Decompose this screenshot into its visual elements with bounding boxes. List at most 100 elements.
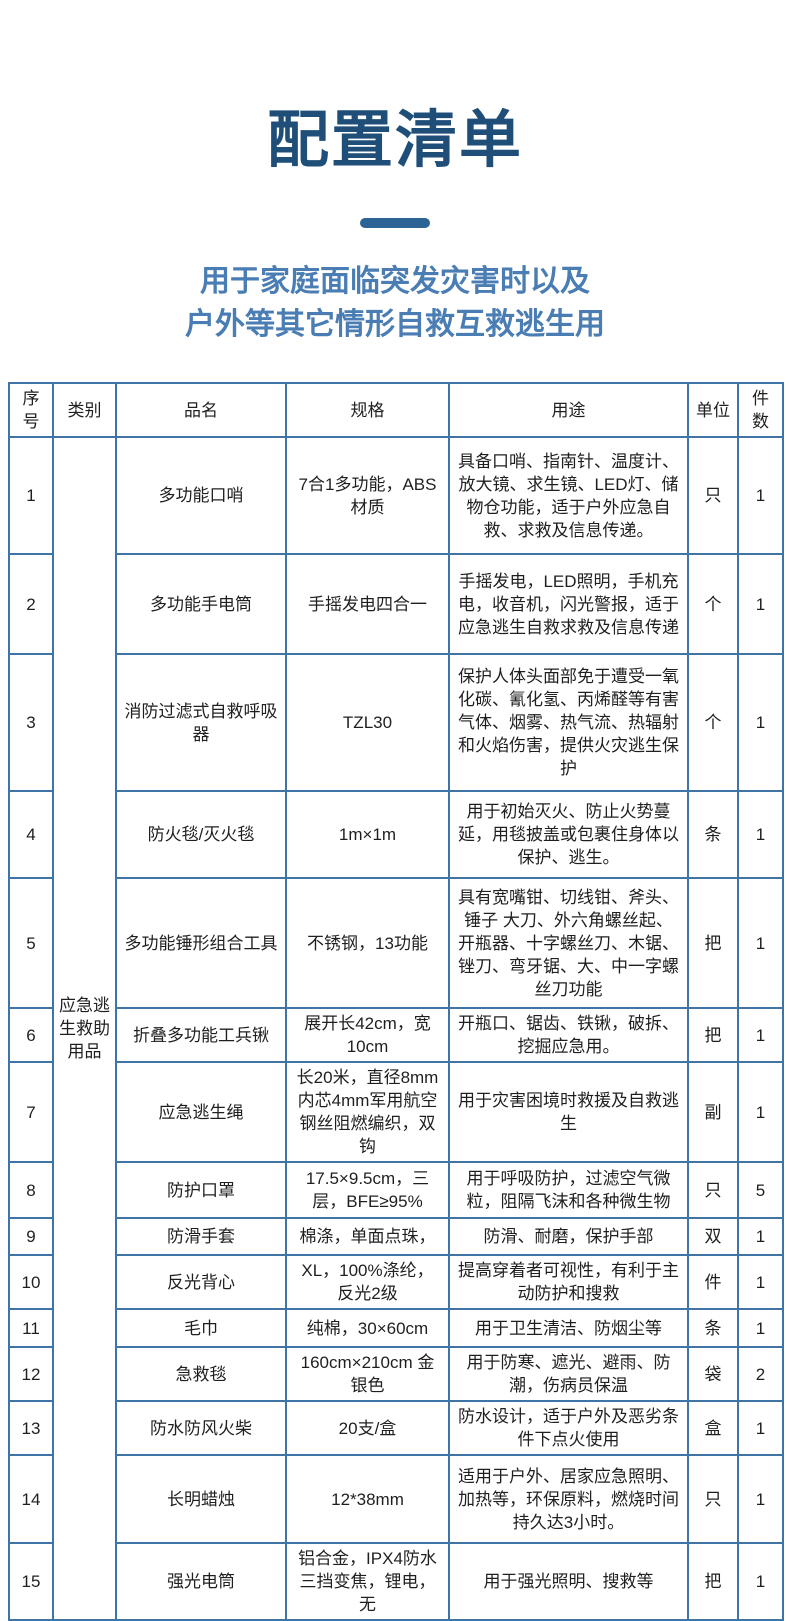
- cell-spec: 棉涤，单面点珠，: [285, 1217, 450, 1256]
- cell-usage: 防滑、耐磨，保护手部: [448, 1217, 689, 1256]
- cell-index: 15: [8, 1542, 54, 1621]
- page-header: 配置清单 用于家庭面临突发灾害时以及 户外等其它情形自救互救逃生用: [0, 0, 790, 346]
- cell-spec: 160cm×210cm 金银色: [285, 1346, 450, 1402]
- cell-spec: 12*38mm: [285, 1454, 450, 1544]
- cell-index: 6: [8, 1007, 54, 1063]
- cell-product-name: 急救毯: [115, 1346, 287, 1402]
- table-row: 4 防火毯/灭火毯 1m×1m 用于初始灭火、防止火势蔓延，用毯披盖或包裹住身体…: [8, 790, 784, 879]
- cell-product-name: 多功能口哨: [115, 436, 287, 555]
- table-row: 14 长明蜡烛 12*38mm 适用于户外、居家应急照明、加热等，环保原料，燃烧…: [8, 1454, 784, 1544]
- cell-unit: 件: [687, 1254, 739, 1310]
- cell-index: 8: [8, 1161, 54, 1219]
- cell-spec: 7合1多功能，ABS材质: [285, 436, 450, 555]
- cell-spec: 展开长42cm，宽10cm: [285, 1007, 450, 1063]
- cell-product-name: 长明蜡烛: [115, 1454, 287, 1544]
- cell-spec: XL，100%涤纶，反光2级: [285, 1254, 450, 1310]
- cell-spec: 纯棉，30×60cm: [285, 1308, 450, 1348]
- cell-unit: 双: [687, 1217, 739, 1256]
- cell-quantity: 1: [737, 1217, 784, 1256]
- header-row: 序号 类别 品名 规格 用途 单位 件数: [8, 382, 784, 438]
- table-row: 9 防滑手套 棉涤，单面点珠， 防滑、耐磨，保护手部 双 1: [8, 1217, 784, 1256]
- cell-quantity: 5: [737, 1161, 784, 1219]
- cell-usage: 用于防寒、遮光、避雨、防潮，伤病员保温: [448, 1346, 689, 1402]
- cell-usage: 开瓶口、锯齿、铁锹，破拆、挖掘应急用。: [448, 1007, 689, 1063]
- table-row: 3 消防过滤式自救呼吸器 TZL30 保护人体头面部免于遭受一氧化碳、氰化氢、丙…: [8, 653, 784, 792]
- table-row: 8 防护口罩 17.5×9.5cm，三层，BFE≥95% 用于呼吸防护，过滤空气…: [8, 1161, 784, 1219]
- cell-index: 4: [8, 790, 54, 879]
- cell-quantity: 1: [737, 1308, 784, 1348]
- cell-quantity: 1: [737, 1454, 784, 1544]
- cell-unit: 条: [687, 790, 739, 879]
- category-merged-cell: 应急逃生救助用品: [52, 436, 117, 1621]
- cell-quantity: 1: [737, 1542, 784, 1621]
- table-row: 6 折叠多功能工兵锹 展开长42cm，宽10cm 开瓶口、锯齿、铁锹，破拆、挖掘…: [8, 1007, 784, 1063]
- cell-usage: 用于呼吸防护，过滤空气微粒，阻隔飞沫和各种微生物: [448, 1161, 689, 1219]
- cell-usage: 用于灾害困境时救援及自救逃生: [448, 1061, 689, 1163]
- cell-product-name: 多功能锤形组合工具: [115, 877, 287, 1009]
- cell-index: 5: [8, 877, 54, 1009]
- table-row: 11 毛巾 纯棉，30×60cm 用于卫生清洁、防烟尘等 条 1: [8, 1308, 784, 1348]
- cell-unit: 个: [687, 653, 739, 792]
- cell-index: 14: [8, 1454, 54, 1544]
- cell-usage: 手摇发电，LED照明，手机充电，收音机，闪光警报，适于应急逃生自救求救及信息传递: [448, 553, 689, 655]
- cell-usage: 用于初始灭火、防止火势蔓延，用毯披盖或包裹住身体以保护、逃生。: [448, 790, 689, 879]
- cell-unit: 把: [687, 1007, 739, 1063]
- cell-usage: 适用于户外、居家应急照明、加热等，环保原料，燃烧时间持久达3小时。: [448, 1454, 689, 1544]
- cell-index: 12: [8, 1346, 54, 1402]
- cell-quantity: 1: [737, 653, 784, 792]
- cell-index: 11: [8, 1308, 54, 1348]
- cell-usage: 具有宽嘴钳、切线钳、斧头、锤子 大刀、外六角螺丝起、开瓶器、十字螺丝刀、木锯、锉…: [448, 877, 689, 1009]
- cell-quantity: 1: [737, 553, 784, 655]
- cell-quantity: 1: [737, 790, 784, 879]
- cell-quantity: 1: [737, 1254, 784, 1310]
- inventory-table-wrap: 序号 类别 品名 规格 用途 单位 件数 1 应急逃生救助用品 多功能口哨 7合1…: [8, 382, 784, 1621]
- cell-product-name: 防护口罩: [115, 1161, 287, 1219]
- cell-index: 1: [8, 436, 54, 555]
- table-row: 13 防水防风火柴 20支/盒 防水设计，适于户外及恶劣条件下点火使用 盒 1: [8, 1400, 784, 1456]
- col-category: 类别: [52, 382, 117, 438]
- col-unit: 单位: [687, 382, 739, 438]
- cell-usage: 保护人体头面部免于遭受一氧化碳、氰化氢、丙烯醛等有害气体、烟雾、热气流、热辐射和…: [448, 653, 689, 792]
- cell-quantity: 1: [737, 1007, 784, 1063]
- cell-usage: 用于卫生清洁、防烟尘等: [448, 1308, 689, 1348]
- subtitle-line-2: 户外等其它情形自救互救逃生用: [185, 308, 605, 341]
- cell-spec: 长20米，直径8mm内芯4mm军用航空钢丝阻燃编织，双钩: [285, 1061, 450, 1163]
- cell-spec: TZL30: [285, 653, 450, 792]
- cell-unit: 个: [687, 553, 739, 655]
- col-product-name: 品名: [115, 382, 287, 438]
- table-row: 2 多功能手电筒 手摇发电四合一 手摇发电，LED照明，手机充电，收音机，闪光警…: [8, 553, 784, 655]
- cell-index: 13: [8, 1400, 54, 1456]
- table-row: 1 应急逃生救助用品 多功能口哨 7合1多功能，ABS材质 具备口哨、指南针、温度…: [8, 436, 784, 1621]
- cell-quantity: 1: [737, 1061, 784, 1163]
- table-row: 7 应急逃生绳 长20米，直径8mm内芯4mm军用航空钢丝阻燃编织，双钩 用于灾…: [8, 1061, 784, 1163]
- cell-index: 2: [8, 553, 54, 655]
- cell-unit: 只: [687, 436, 739, 555]
- subtitle-line-1: 用于家庭面临突发灾害时以及: [200, 265, 590, 298]
- cell-product-name: 防滑手套: [115, 1217, 287, 1256]
- cell-spec: 17.5×9.5cm，三层，BFE≥95%: [285, 1161, 450, 1219]
- cell-unit: 袋: [687, 1346, 739, 1402]
- cell-quantity: 2: [737, 1346, 784, 1402]
- inventory-table-body: 1 应急逃生救助用品 多功能口哨 7合1多功能，ABS材质 具备口哨、指南针、温度…: [8, 436, 784, 1621]
- page-subtitle: 用于家庭面临突发灾害时以及 户外等其它情形自救互救逃生用: [0, 260, 790, 346]
- title-divider: [360, 218, 430, 228]
- cell-spec: 20支/盒: [285, 1400, 450, 1456]
- cell-product-name: 防水防风火柴: [115, 1400, 287, 1456]
- cell-unit: 把: [687, 877, 739, 1009]
- cell-product-name: 强光电筒: [115, 1542, 287, 1621]
- cell-unit: 只: [687, 1454, 739, 1544]
- cell-spec: 1m×1m: [285, 790, 450, 879]
- table-row: 12 急救毯 160cm×210cm 金银色 用于防寒、遮光、避雨、防潮，伤病员…: [8, 1346, 784, 1402]
- cell-unit: 条: [687, 1308, 739, 1348]
- cell-product-name: 多功能手电筒: [115, 553, 287, 655]
- cell-quantity: 1: [737, 436, 784, 555]
- cell-spec: 铝合金，IPX4防水 三挡变焦，锂电，无: [285, 1542, 450, 1621]
- table-row: 5 多功能锤形组合工具 不锈钢，13功能 具有宽嘴钳、切线钳、斧头、锤子 大刀、…: [8, 877, 784, 1009]
- cell-index: 3: [8, 653, 54, 792]
- cell-product-name: 折叠多功能工兵锹: [115, 1007, 287, 1063]
- table-header: 序号 类别 品名 规格 用途 单位 件数: [8, 382, 784, 438]
- cell-unit: 副: [687, 1061, 739, 1163]
- cell-product-name: 毛巾: [115, 1308, 287, 1348]
- cell-unit: 把: [687, 1542, 739, 1621]
- cell-unit: 盒: [687, 1400, 739, 1456]
